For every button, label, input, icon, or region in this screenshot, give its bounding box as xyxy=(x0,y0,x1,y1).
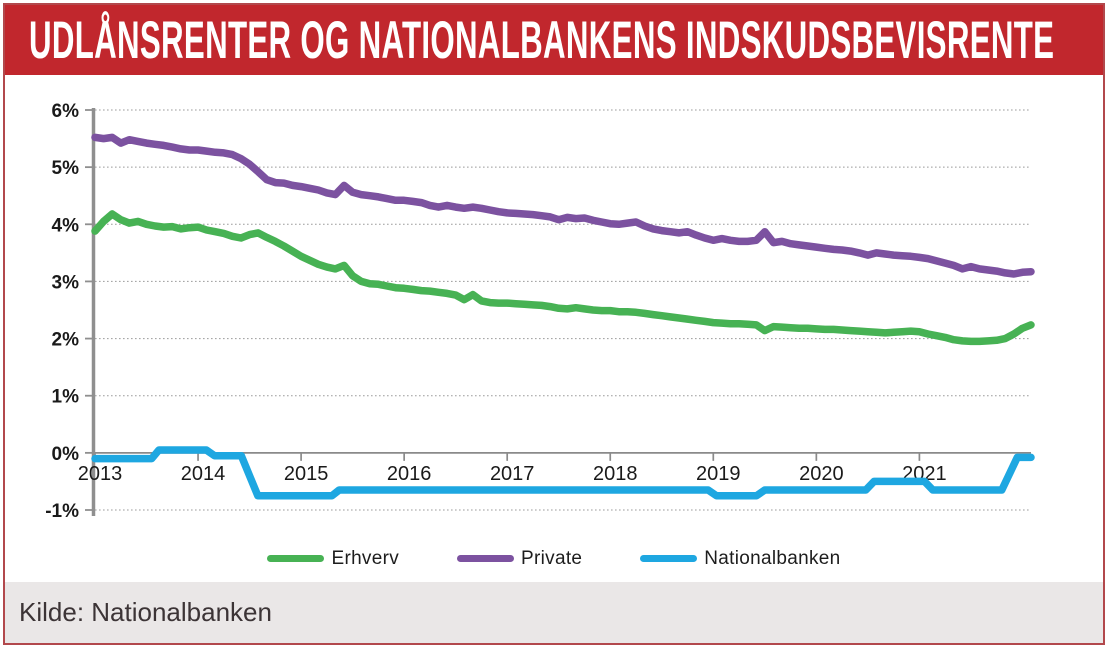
y-tick-label-6: 6% xyxy=(52,101,80,122)
figure-title: UDLÅNSRENTER OG NATIONALBANKENS INDSKUDS… xyxy=(29,10,1055,70)
x-tick-label-2016: 2016 xyxy=(387,463,432,485)
erhverv-line-swatch xyxy=(267,555,325,562)
x-tick-label-2017: 2017 xyxy=(490,463,535,485)
figure-frame: UDLÅNSRENTER OG NATIONALBANKENS INDSKUDS… xyxy=(3,3,1105,645)
chart-area: 6% 5% 4% 3% 2% 1% 0% -1% 2013 2014 2015 2016 2017 201… xyxy=(5,75,1103,535)
erhverv-legend-label: Erhverv xyxy=(331,547,400,569)
y-tick-label-0: 0% xyxy=(52,444,80,465)
private-line-swatch xyxy=(457,555,515,562)
rates-line-chart: 6% 5% 4% 3% 2% 1% 0% -1% 2013 2014 2015 2016 2017 201… xyxy=(45,101,1035,522)
series-line-erhverv xyxy=(91,210,1035,346)
x-tick-label-2019: 2019 xyxy=(696,463,741,485)
y-tick-label-5: 5% xyxy=(52,158,80,179)
x-tick-label-2020: 2020 xyxy=(799,463,844,485)
y-tick-label-1: 1% xyxy=(52,387,80,408)
y-tick-label-3: 3% xyxy=(52,272,80,293)
source-text: Kilde: Nationalbanken xyxy=(19,597,272,627)
x-tick-label-2015: 2015 xyxy=(284,463,329,485)
legend-item-nationalbanken: Nationalbanken xyxy=(640,548,840,570)
nationalbanken-line-swatch xyxy=(640,555,698,562)
y-tick-label-4: 4% xyxy=(52,215,80,236)
series-line-nationalbanken xyxy=(91,446,1035,500)
nationalbanken-legend-label: Nationalbanken xyxy=(704,547,841,569)
legend-item-private: Private xyxy=(457,548,582,570)
source-band: Kilde: Nationalbanken xyxy=(5,582,1103,643)
series-line-private xyxy=(91,133,1035,278)
x-tick-label-2013: 2013 xyxy=(78,463,123,485)
private-legend-label: Private xyxy=(521,547,583,569)
x-tick-label-2018: 2018 xyxy=(593,463,638,485)
chart-legend: Erhverv Private Nationalbanken xyxy=(5,535,1103,582)
y-tick-label--1: -1% xyxy=(45,501,79,522)
x-tick-label-2014: 2014 xyxy=(181,463,226,485)
y-tick-label-2: 2% xyxy=(52,330,80,351)
legend-item-erhverv: Erhverv xyxy=(267,548,399,570)
figure-title-bar: UDLÅNSRENTER OG NATIONALBANKENS INDSKUDS… xyxy=(5,5,1103,75)
